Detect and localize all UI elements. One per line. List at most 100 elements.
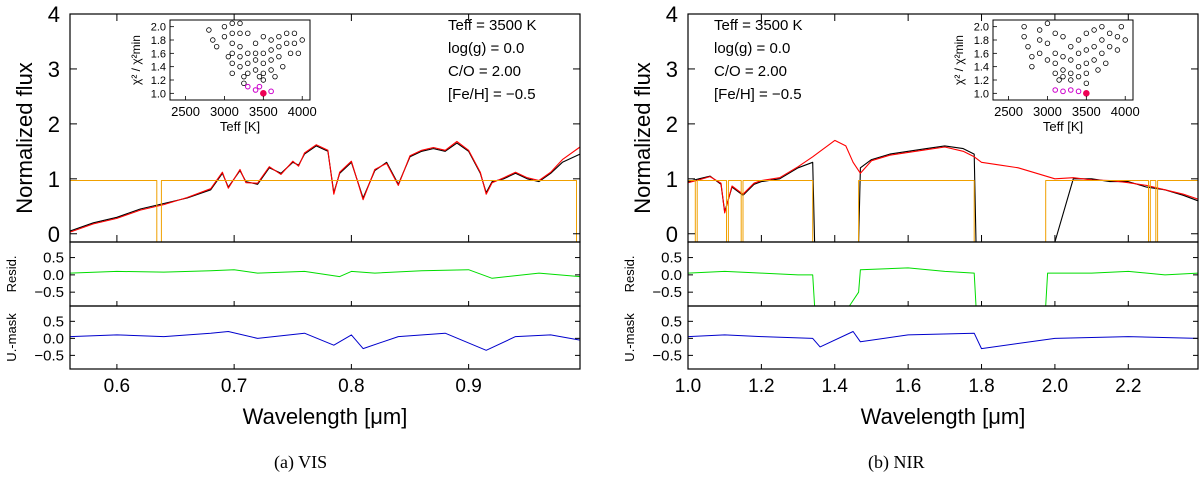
- nir-xtick-label: 1.6: [895, 376, 921, 397]
- vis-series-observed: [69, 142, 581, 232]
- nir-inset-best-point: [1083, 90, 1090, 97]
- vis-inset-point: [291, 30, 298, 37]
- vis-param-3: [Fe/H] = −0.5: [448, 86, 536, 103]
- nir-residual_normal-ytick-label: 0.0: [661, 267, 682, 284]
- vis-inset-point: [221, 33, 228, 40]
- nir-inset-point: [1060, 33, 1066, 40]
- vis-main-ytick-label: 2: [48, 112, 60, 137]
- nir-inset-point: [1056, 77, 1062, 83]
- vis-inset-point: [252, 57, 259, 63]
- vis-inset-point: [221, 23, 228, 30]
- nir-inset-xtick-label: 4000: [1111, 104, 1140, 119]
- nir-param-3: [Fe/H] = −0.5: [714, 86, 802, 103]
- vis-inset-ytick-label: 1.2: [151, 75, 166, 87]
- nir-inset-point: [1091, 27, 1097, 33]
- nir-resid-ylabel: Resid.: [622, 256, 637, 293]
- nir-residual_unmasked-line: [687, 331, 1199, 350]
- nir-inset-point: [1106, 43, 1113, 50]
- vis-inset-xtick-label: 4000: [288, 104, 317, 119]
- nir-residual_unmasked-ytick-label: 0.0: [661, 330, 682, 347]
- nir-inset-xtick-label: 3500: [1072, 104, 1101, 119]
- nir-residual_unmasked-ytick-label: 0.5: [661, 313, 682, 330]
- nir-main-ytick-label: 4: [666, 2, 678, 27]
- nir-residual_normal-ytick-label: −0.5: [652, 284, 682, 301]
- nir-series-mask: [688, 180, 1198, 243]
- vis-inset-best-point: [260, 90, 267, 97]
- nir-inset-point: [1103, 60, 1109, 67]
- vis-inset-point: [241, 80, 247, 87]
- nir-inset-xtick-label: 3000: [1033, 104, 1062, 119]
- nir-xtick-label: 2.2: [1115, 376, 1141, 397]
- nir-inset-point: [1091, 43, 1097, 50]
- vis-residual_unmasked-ytick-label: 0.5: [43, 313, 64, 330]
- nir-inset-point: [1114, 47, 1121, 53]
- vis-inset-point: [210, 37, 216, 43]
- vis-main-ytick-label: 1: [48, 167, 60, 192]
- vis-inset-point: [280, 63, 286, 70]
- vis-inset-point: [245, 30, 251, 37]
- nir-inset-point: [1068, 70, 1074, 77]
- vis-inset-point: [206, 27, 212, 33]
- nir-inset-ytick-label: 1.8: [974, 35, 989, 47]
- nir-param-2: C/O = 2.00: [714, 63, 787, 80]
- vis-param-0: Teff = 3500 K: [448, 17, 537, 34]
- vis-inset-point: [260, 70, 267, 77]
- nir-xtick-label: 2.0: [1042, 376, 1068, 397]
- nir-xtick-label: 1.8: [968, 376, 994, 397]
- vis-inset-xlabel: Teff [K]: [220, 119, 260, 134]
- vis-inset-point: [260, 33, 267, 40]
- nir-inset-point: [1075, 50, 1082, 57]
- nir-param-1: log(g) = 0.0: [714, 40, 790, 57]
- vis-param-2: C/O = 2.00: [448, 63, 521, 80]
- vis-main-ytick-label: 0: [48, 222, 60, 247]
- vis-resid-ylabel: Resid.: [4, 256, 19, 293]
- nir-inset-point: [1044, 20, 1051, 27]
- nir-inset-point: [1052, 50, 1058, 57]
- vis-inset-xtick-label: 2500: [171, 104, 200, 119]
- vis-inset-point: [295, 50, 302, 57]
- vis-inset-point: [245, 70, 251, 77]
- nir-series-observed: [687, 145, 1199, 243]
- nir-inset-xtick-label: 2500: [994, 104, 1023, 119]
- vis-inset-point: [268, 37, 274, 43]
- vis-residual_unmasked-ytick-label: −0.5: [34, 347, 64, 364]
- nir-main-ytick-label: 0: [666, 222, 678, 247]
- vis-inset-point: [229, 30, 235, 37]
- nir-residual_normal-ytick-label: 0.5: [661, 250, 682, 267]
- nir-inset-xlabel: Teff [K]: [1043, 119, 1083, 134]
- vis-inset-point: [237, 53, 243, 60]
- nir-inset-point: [1083, 30, 1090, 37]
- nir-inset-point: [1029, 53, 1035, 60]
- nir-residual_unmasked-frame: [687, 305, 1199, 370]
- nir-inset-frame: [992, 19, 1134, 101]
- nir-residual_normal-frame: [687, 241, 1199, 307]
- nir-inset-point: [1083, 80, 1090, 87]
- nir-inset-point: [1095, 67, 1101, 73]
- vis-inset-point: [225, 53, 232, 60]
- vis-inset-ytick-label: 1.8: [151, 35, 166, 47]
- vis-xtick-label: 0.9: [455, 376, 481, 397]
- vis-inset-point: [229, 40, 235, 47]
- vis-inset-ylabel: χ² / χ²min: [129, 35, 143, 85]
- nir-inset-point: [1099, 50, 1105, 57]
- vis-main-ytick-label: 3: [48, 57, 60, 82]
- nir-xtick-label: 1.2: [748, 376, 774, 397]
- vis-inset-point: [283, 30, 290, 37]
- vis-inset-point: [229, 50, 235, 57]
- nir-inset-ylabel: χ² / χ²min: [952, 35, 966, 85]
- vis-param-1: log(g) = 0.0: [448, 40, 524, 57]
- nir-inset-point: [1075, 73, 1082, 80]
- vis-inset-point: [276, 33, 282, 40]
- vis-main-ylabel: Normalized flux: [12, 62, 37, 214]
- nir-inset-point: [1122, 37, 1128, 43]
- vis-series-mask: [70, 180, 580, 243]
- vis-inset-highlight-point: [252, 87, 259, 93]
- nir-inset-point: [1036, 50, 1043, 57]
- vis-series-model: [69, 140, 581, 233]
- vis-inset-point: [260, 77, 267, 83]
- nir-inset-point: [1021, 33, 1027, 40]
- nir-inset-point: [1068, 57, 1074, 63]
- nir-inset-point: [1106, 30, 1113, 37]
- vis-residual_unmasked-frame: [69, 305, 581, 370]
